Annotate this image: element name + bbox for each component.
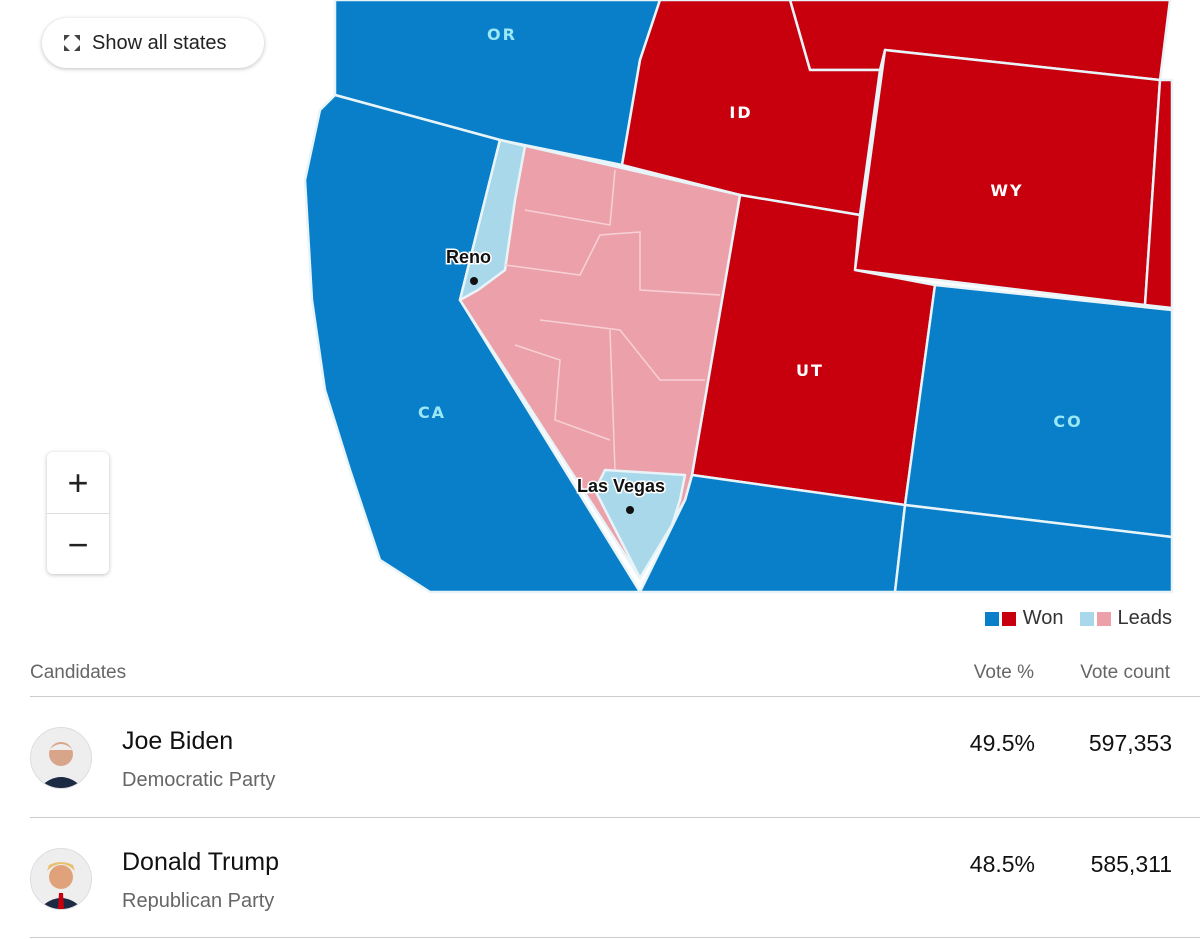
label-las-vegas: Las Vegas bbox=[577, 476, 665, 496]
county-clark[interactable] bbox=[593, 468, 687, 580]
label-wy: WY bbox=[990, 181, 1023, 200]
rep-leads-swatch bbox=[1096, 611, 1111, 626]
divider bbox=[30, 817, 1200, 818]
candidate-name: Donald Trump bbox=[122, 848, 280, 876]
candidate-name: Joe Biden bbox=[122, 727, 234, 755]
expand-icon bbox=[64, 35, 80, 51]
rep-won-swatch bbox=[1001, 611, 1016, 626]
avatar bbox=[30, 727, 92, 789]
show-all-states-button[interactable]: Show all states bbox=[42, 18, 264, 68]
state-nm[interactable] bbox=[893, 503, 1174, 594]
candidate-party: Democratic Party bbox=[122, 769, 276, 791]
state-ne[interactable] bbox=[1143, 78, 1174, 310]
label-or: OR bbox=[487, 25, 517, 44]
reno-marker bbox=[470, 277, 478, 285]
header-candidates: Candidates bbox=[30, 662, 127, 683]
candidate-party: Republican Party bbox=[122, 890, 275, 912]
label-reno: Reno bbox=[446, 247, 491, 267]
candidate-row[interactable]: Joe Biden Democratic Party 49.5% 597,353 bbox=[0, 697, 1200, 817]
county-washoe[interactable] bbox=[458, 138, 527, 302]
state-wy[interactable] bbox=[853, 48, 1162, 307]
vote-pct: 48.5% bbox=[969, 851, 1035, 877]
vote-pct: 49.5% bbox=[969, 730, 1035, 756]
state-co[interactable] bbox=[903, 283, 1174, 539]
candidate-row[interactable]: Donald Trump Republican Party 48.5% 585,… bbox=[0, 818, 1200, 938]
zoom-controls: + − bbox=[47, 452, 109, 574]
show-all-states-label: Show all states bbox=[92, 31, 227, 54]
map-legend: Won Leads bbox=[984, 607, 1173, 630]
header-vote-pct: Vote % bbox=[973, 662, 1034, 683]
label-co: CO bbox=[1053, 412, 1082, 431]
legend-leads: Leads bbox=[1117, 607, 1173, 629]
divider bbox=[30, 937, 1200, 938]
avatar bbox=[30, 848, 92, 910]
header-vote-count: Vote count bbox=[1080, 662, 1170, 683]
label-ca: CA bbox=[418, 403, 446, 422]
label-ut: UT bbox=[796, 361, 824, 380]
election-map[interactable]: OR CA CO ID WY UT Reno Las Vegas bbox=[0, 0, 1200, 600]
zoom-in-button[interactable]: + bbox=[47, 452, 109, 514]
label-id: ID bbox=[729, 103, 752, 122]
vote-count: 585,311 bbox=[1090, 851, 1172, 877]
zoom-out-button[interactable]: − bbox=[67, 523, 89, 565]
divider bbox=[30, 696, 1200, 697]
dem-leads-swatch bbox=[1079, 611, 1094, 626]
las-vegas-marker bbox=[626, 506, 634, 514]
legend-won: Won bbox=[1022, 607, 1064, 629]
vote-count: 597,353 bbox=[1088, 730, 1172, 756]
dem-won-swatch bbox=[984, 611, 999, 626]
